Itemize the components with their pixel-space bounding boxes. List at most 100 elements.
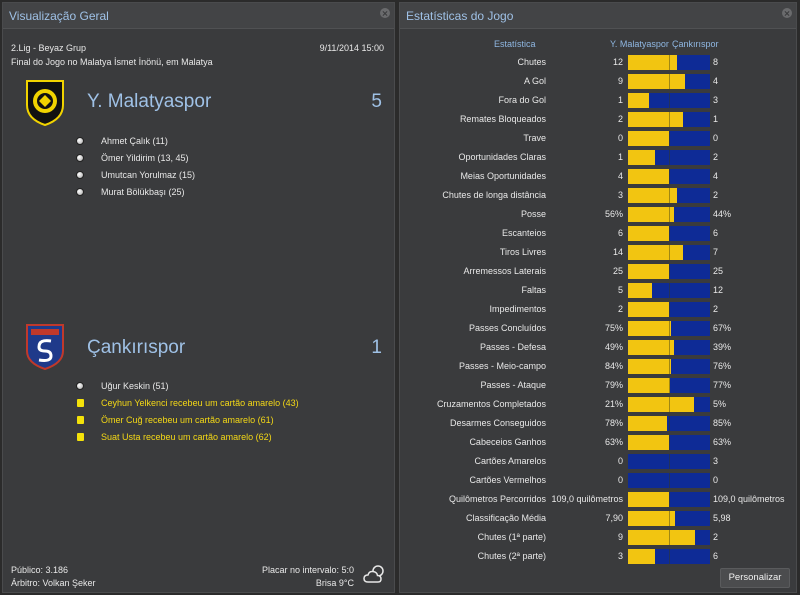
stat-comparison-bar	[628, 131, 710, 146]
stat-row[interactable]: Cartões Amarelos 0 3	[400, 452, 796, 471]
stat-comparison-bar	[628, 530, 710, 545]
stat-bar-midline	[668, 530, 670, 545]
close-icon[interactable]	[782, 8, 792, 18]
venue-label: Final do Jogo no Malatya İsmet İnönü, em…	[11, 57, 213, 67]
stat-label: Posse	[520, 209, 546, 219]
stat-bar-midline	[668, 245, 670, 260]
stat-row[interactable]: Cartões Vermelhos 0 0	[400, 471, 796, 490]
column-header-home[interactable]: Y. Malatyaspor	[610, 39, 669, 49]
stat-bar-midline	[668, 302, 670, 317]
goal-event[interactable]: Ahmet Çalık (11)	[73, 133, 168, 149]
customize-button[interactable]: Personalizar	[720, 568, 790, 588]
referee-label: Árbitro: Volkan Şeker	[11, 578, 96, 588]
stat-bar-midline	[668, 188, 670, 203]
goal-event[interactable]: Ömer Yildirim (13, 45)	[73, 150, 189, 166]
partly-cloudy-icon	[362, 563, 388, 585]
stat-bar-midline	[668, 150, 670, 165]
away-team-crest-icon[interactable]	[23, 321, 67, 371]
stat-row[interactable]: Passes - Defesa 49% 39%	[400, 338, 796, 357]
event-text: Ceyhun Yelkenci recebeu um cartão amarel…	[101, 398, 299, 408]
goal-event[interactable]: Uğur Keskin (51)	[73, 378, 169, 394]
stat-bar-midline	[668, 397, 670, 412]
stat-bar-midline	[668, 340, 670, 355]
stat-bar-home-fill	[628, 150, 655, 165]
stat-home-value: 5	[617, 285, 623, 295]
stat-row[interactable]: Chutes de longa distância 3 2	[400, 186, 796, 205]
stat-home-value: 56%	[604, 209, 623, 219]
stat-away-value: 4	[713, 171, 719, 181]
stat-row[interactable]: Passes - Ataque 79% 77%	[400, 376, 796, 395]
stat-home-value: 0	[617, 133, 623, 143]
stat-row[interactable]: Classificação Média 7,90 5,98	[400, 509, 796, 528]
stat-row[interactable]: Quilômetros Percorridos 109,0 quilômetros…	[400, 490, 796, 509]
stat-row[interactable]: Remates Bloqueados 2 1	[400, 110, 796, 129]
stat-row[interactable]: A Gol 9 4	[400, 72, 796, 91]
stat-row[interactable]: Impedimentos 2 2	[400, 300, 796, 319]
stat-label: Remates Bloqueados	[459, 114, 546, 124]
card-event[interactable]: Ömer Cuğ recebeu um cartão amarelo (61)	[73, 412, 274, 428]
stat-away-value: 109,0 quilômetros	[713, 494, 785, 504]
stat-comparison-bar	[628, 74, 710, 89]
overview-panel: Visualização Geral 2.Lig - Beyaz Grup 9/…	[2, 2, 395, 593]
stat-row[interactable]: Chutes (1ª parte) 9 2	[400, 528, 796, 547]
stat-label: Classificação Média	[465, 513, 546, 523]
stat-away-value: 25	[713, 266, 724, 276]
stat-bar-home-fill	[628, 416, 667, 431]
stat-comparison-bar	[628, 454, 710, 469]
stat-bar-midline	[668, 359, 670, 374]
stat-row[interactable]: Oportunidades Claras 1 2	[400, 148, 796, 167]
stat-bar-midline	[668, 549, 670, 564]
away-team-name[interactable]: Çankırıspor	[87, 337, 186, 358]
stat-away-value: 0	[713, 133, 719, 143]
stat-row[interactable]: Desarmes Conseguidos 78% 85%	[400, 414, 796, 433]
stat-row[interactable]: Faltas 5 12	[400, 281, 796, 300]
stat-row[interactable]: Posse 56% 44%	[400, 205, 796, 224]
stat-comparison-bar	[628, 169, 710, 184]
home-team-crest-icon[interactable]	[23, 77, 67, 127]
column-header-stat[interactable]: Estatística	[494, 39, 536, 49]
stat-home-value: 2	[617, 114, 623, 124]
stat-bar-midline	[668, 169, 670, 184]
stat-label: Chutes (1ª parte)	[477, 532, 546, 542]
yellow-card-icon	[73, 397, 87, 409]
close-icon[interactable]	[380, 8, 390, 18]
stat-bar-midline	[668, 416, 670, 431]
stat-comparison-bar	[628, 321, 710, 336]
stat-row[interactable]: Chutes 12 8	[400, 53, 796, 72]
card-event[interactable]: Ceyhun Yelkenci recebeu um cartão amarel…	[73, 395, 299, 411]
stat-row[interactable]: Trave 0 0	[400, 129, 796, 148]
stat-label: Fora do Gol	[498, 95, 546, 105]
goal-event[interactable]: Umutcan Yorulmaz (15)	[73, 167, 195, 183]
stat-bar-home-fill	[628, 74, 685, 89]
stat-row[interactable]: Fora do Gol 1 3	[400, 91, 796, 110]
stat-comparison-bar	[628, 245, 710, 260]
stat-row[interactable]: Passes - Meio-campo 84% 76%	[400, 357, 796, 376]
event-text: Uğur Keskin (51)	[101, 381, 169, 391]
goal-event[interactable]: Murat Bölükbaşı (25)	[73, 184, 185, 200]
event-text: Ömer Yildirim (13, 45)	[101, 153, 189, 163]
stat-label: Passes Concluídos	[468, 323, 546, 333]
weather-label: Brisa 9°C	[315, 578, 354, 588]
stat-away-value: 4	[713, 76, 719, 86]
stat-row[interactable]: Arremessos Laterais 25 25	[400, 262, 796, 281]
stat-row[interactable]: Passes Concluídos 75% 67%	[400, 319, 796, 338]
stat-bar-home-fill	[628, 549, 655, 564]
stat-label: Chutes	[517, 57, 546, 67]
stat-row[interactable]: Chutes (2ª parte) 3 6	[400, 547, 796, 566]
stat-row[interactable]: Cruzamentos Completados 21% 5%	[400, 395, 796, 414]
home-team-name[interactable]: Y. Malatyaspor	[87, 91, 212, 112]
stat-away-value: 2	[713, 152, 719, 162]
card-event[interactable]: Suat Usta recebeu um cartão amarelo (62)	[73, 429, 272, 445]
stat-bar-home-fill	[628, 397, 694, 412]
stat-row[interactable]: Meias Oportunidades 4 4	[400, 167, 796, 186]
stat-away-value: 85%	[713, 418, 732, 428]
stat-away-value: 39%	[713, 342, 732, 352]
stat-comparison-bar	[628, 492, 710, 507]
stat-row[interactable]: Cabeceios Ganhos 63% 63%	[400, 433, 796, 452]
stat-row[interactable]: Escanteios 6 6	[400, 224, 796, 243]
stat-row[interactable]: Tiros Livres 14 7	[400, 243, 796, 262]
stat-away-value: 76%	[713, 361, 732, 371]
stat-away-value: 2	[713, 190, 719, 200]
stat-away-value: 2	[713, 532, 719, 542]
column-header-away[interactable]: Çankırıspor	[672, 39, 719, 49]
